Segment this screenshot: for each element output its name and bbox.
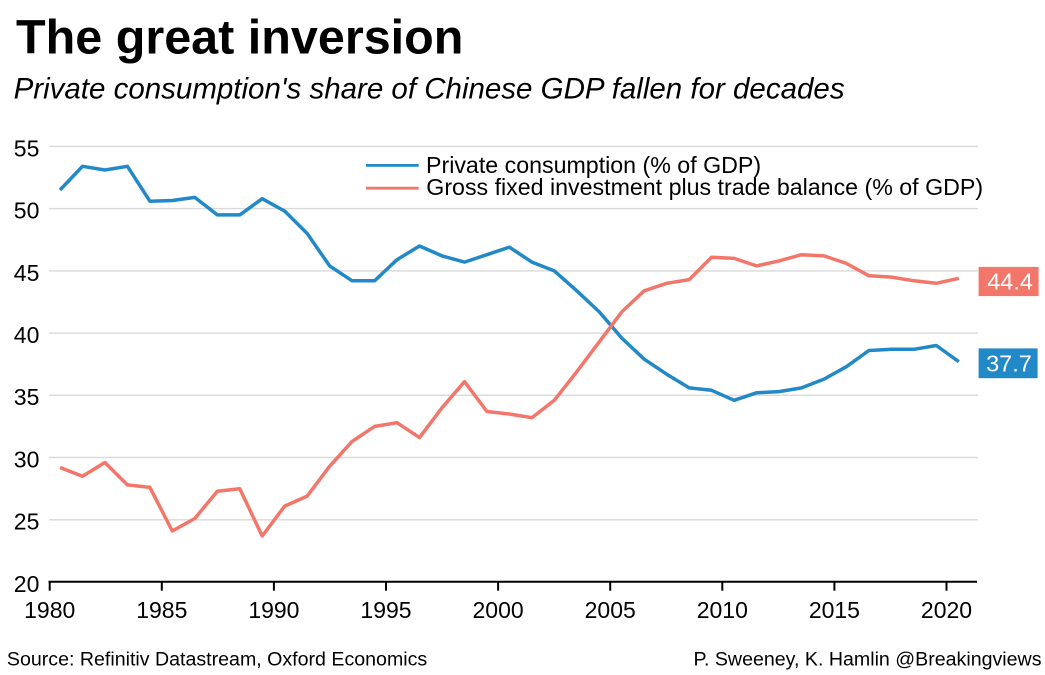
svg-text:55: 55 xyxy=(14,135,40,161)
svg-text:Private consumption's share of: Private consumption's share of Chinese G… xyxy=(14,73,845,106)
svg-text:Source: Refinitiv Datastream,: Source: Refinitiv Datastream, Oxford Eco… xyxy=(7,649,428,671)
svg-text:The great inversion: The great inversion xyxy=(16,11,463,65)
svg-text:2010: 2010 xyxy=(697,597,748,623)
svg-text:1980: 1980 xyxy=(24,597,75,623)
svg-text:2000: 2000 xyxy=(473,597,524,623)
svg-text:1985: 1985 xyxy=(136,597,187,623)
svg-text:25: 25 xyxy=(14,509,40,535)
svg-text:2005: 2005 xyxy=(585,597,636,623)
svg-text:45: 45 xyxy=(14,260,40,286)
svg-text:Private consumption (% of GDP): Private consumption (% of GDP) xyxy=(426,152,761,178)
svg-text:37.7: 37.7 xyxy=(986,351,1032,377)
svg-text:44.4: 44.4 xyxy=(987,269,1033,295)
svg-text:1995: 1995 xyxy=(360,597,411,623)
svg-text:2020: 2020 xyxy=(921,597,972,623)
svg-text:Gross fixed investment plus tr: Gross fixed investment plus trade balanc… xyxy=(426,174,983,200)
svg-text:2015: 2015 xyxy=(809,597,860,623)
svg-text:1990: 1990 xyxy=(248,597,299,623)
svg-text:50: 50 xyxy=(14,198,40,224)
svg-text:30: 30 xyxy=(14,446,40,472)
svg-text:P. Sweeney, K. Hamlin @Breakin: P. Sweeney, K. Hamlin @Breakingviews xyxy=(693,649,1041,671)
svg-text:20: 20 xyxy=(14,571,40,597)
svg-text:40: 40 xyxy=(14,322,40,348)
svg-text:35: 35 xyxy=(14,384,40,410)
